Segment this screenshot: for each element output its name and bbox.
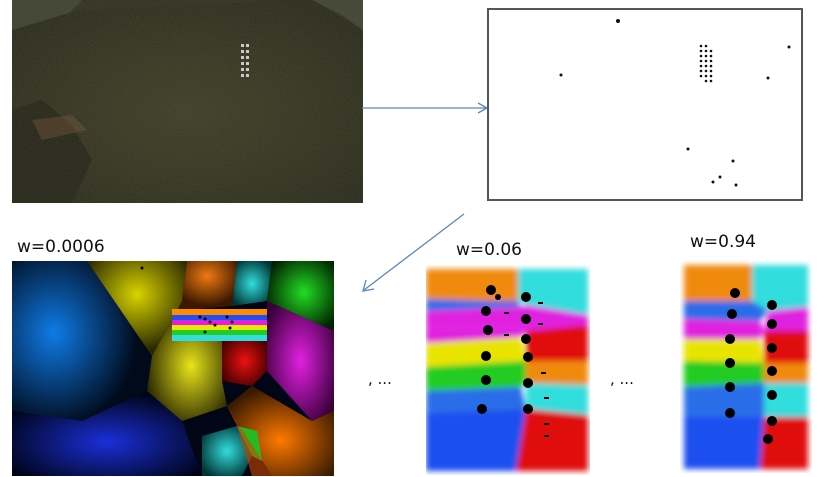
weight-label-3: w=0.94 xyxy=(690,232,756,252)
voronoi-map-w094 xyxy=(680,259,812,473)
voronoi-map-w006 xyxy=(426,265,590,475)
arrow-down-left xyxy=(362,213,465,292)
weight-label-1: w=0.0006 xyxy=(17,237,105,257)
voronoi-map-w0006 xyxy=(12,261,334,476)
camera-marker-column xyxy=(241,44,249,77)
terrain-render xyxy=(12,0,363,203)
point-map xyxy=(487,8,803,201)
ellipsis-1: , ... xyxy=(368,370,392,388)
weight-label-2: w=0.06 xyxy=(456,240,522,260)
arrow-right xyxy=(362,102,489,114)
marker-column xyxy=(699,44,713,83)
ellipsis-2: , ... xyxy=(610,370,634,388)
